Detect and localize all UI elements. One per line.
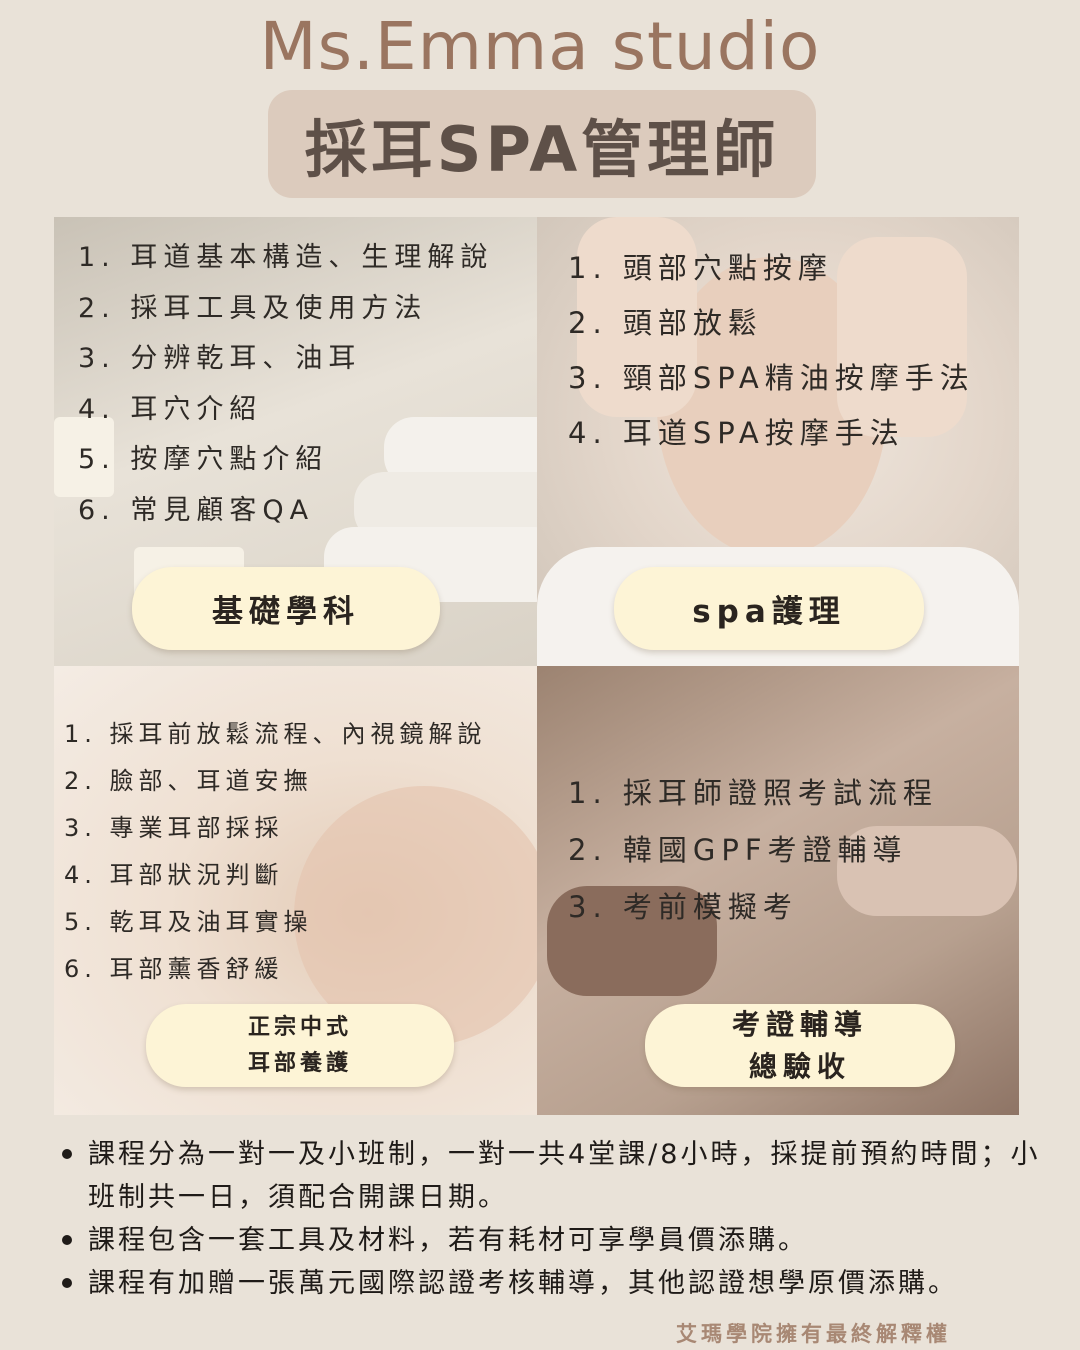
basic-theory-list: 1. 耳道基本構造、生理解說 2. 採耳工具及使用方法 3. 分辨乾耳、油耳 4… <box>78 240 493 543</box>
title-banner: 採耳SPA管理師 <box>268 90 816 198</box>
list-item: 1. 採耳前放鬆流程、內視鏡解說 <box>64 720 487 748</box>
list-item: 1. 採耳師證照考試流程 <box>568 776 938 810</box>
list-item: 2. 採耳工具及使用方法 <box>78 292 428 324</box>
spa-care-list: 1. 頭部穴點按摩 2. 頭部放鬆 3. 頸部SPA精油按摩手法 4. 耳道SP… <box>568 250 975 470</box>
ear-care-list: 1. 採耳前放鬆流程、內視鏡解說 2. 臉部、耳道安撫 3. 專業耳部採採 4.… <box>64 718 487 1000</box>
spa-care-label: spa護理 <box>614 567 924 650</box>
list-item: 3. 專業耳部採採 <box>64 814 284 842</box>
hand-shape <box>837 237 967 437</box>
pill-label-line1: 正宗中式 <box>247 1014 352 1040</box>
list-item: 1. 耳道基本構造、生理解說 <box>78 242 494 273</box>
list-item: 3. 考前模擬考 <box>568 890 798 924</box>
pill-label: 基礎學科 <box>212 594 360 630</box>
list-item: 1. 頭部穴點按摩 <box>568 251 833 285</box>
list-item: 4. 耳部狀況判斷 <box>64 861 284 889</box>
pill-label-line2: 耳部養護 <box>247 1050 352 1076</box>
basic-theory-label: 基礎學科 <box>132 567 440 650</box>
list-item: 5. 乾耳及油耳實操 <box>64 908 313 936</box>
course-notes: 課程分為一對一及小班制，一對一共4堂課/8小時，採提前預約時間；小班制共一日，須… <box>58 1133 1048 1305</box>
list-item: 5. 按摩穴點介紹 <box>78 444 329 475</box>
note-item: 課程分為一對一及小班制，一對一共4堂課/8小時，採提前預約時間；小班制共一日，須… <box>58 1133 1048 1219</box>
rights-statement: 艾瑪學院擁有最終解釋權 <box>676 1322 951 1346</box>
list-item: 6. 常見顧客QA <box>78 494 315 526</box>
hand-shape <box>837 826 1017 916</box>
course-title: 採耳SPA管理師 <box>304 113 780 186</box>
pill-label-line2: 總驗收 <box>748 1049 851 1083</box>
hand-shape <box>547 886 717 996</box>
note-item: 課程有加贈一張萬元國際認證考核輔導，其他認證想學原價添購。 <box>58 1262 1048 1305</box>
list-item: 3. 分辨乾耳、油耳 <box>78 343 362 374</box>
brand-name: Ms.Emma studio <box>259 8 821 85</box>
list-item: 2. 臉部、耳道安撫 <box>64 767 313 795</box>
list-item: 6. 耳部薰香舒緩 <box>64 955 284 983</box>
list-item: 4. 耳道SPA按摩手法 <box>568 416 905 450</box>
note-item: 課程包含一套工具及材料，若有耗材可享學員價添購。 <box>58 1219 1048 1262</box>
list-item: 2. 韓國GPF考證輔導 <box>568 833 908 867</box>
certification-label: 考證輔導 總驗收 <box>645 1004 955 1087</box>
certification-list: 1. 採耳師證照考試流程 2. 韓國GPF考證輔導 3. 考前模擬考 <box>568 775 938 946</box>
ear-shape <box>294 786 537 1046</box>
list-item: 2. 頭部放鬆 <box>568 306 763 340</box>
list-item: 4. 耳穴介紹 <box>78 393 263 425</box>
ear-care-label: 正宗中式 耳部養護 <box>146 1004 454 1087</box>
pill-label-line1: 考證輔導 <box>731 1007 868 1041</box>
hand-shape <box>577 217 697 417</box>
pill-label: spa護理 <box>692 594 846 630</box>
candle-shape <box>54 417 114 497</box>
list-item: 3. 頸部SPA精油按摩手法 <box>568 361 975 395</box>
